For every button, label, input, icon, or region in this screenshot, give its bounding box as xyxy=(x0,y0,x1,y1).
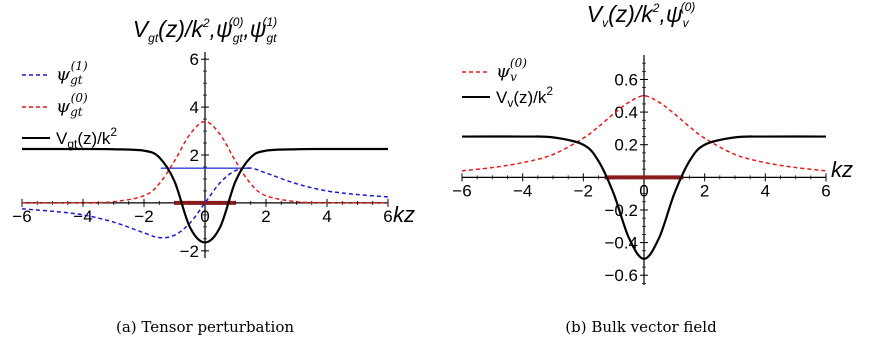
chart-b-x-tick-label: −4 xyxy=(513,181,532,200)
chart-b-x-tick-label: 0 xyxy=(639,181,648,200)
chart-a-caption: (a) Tensor perturbation xyxy=(116,318,294,336)
chart-a-x-axis-label: kz xyxy=(393,202,415,227)
chart-b-y-tick-label: −0.2 xyxy=(604,201,638,220)
chart-a-series xyxy=(21,120,389,244)
chart-b-x-tick-label: 2 xyxy=(700,181,709,200)
chart-b-legend: ψv(0) Vv(z)/k2 xyxy=(462,56,553,110)
chart-a-x-tick-label: −4 xyxy=(73,207,92,226)
chart-a-y-tick-label: 6 xyxy=(190,50,199,69)
chart-a-y-tick-label: 2 xyxy=(190,146,199,165)
legend-label-v-v: Vv(z)/k2 xyxy=(496,84,553,110)
legend-item-psi-gt-0: ψgt(0) xyxy=(22,91,88,119)
legend-label-psi-gt-1: ψgt(1) xyxy=(56,59,88,87)
legend-item-v-gt: Vgt(z)/k2 xyxy=(22,125,117,151)
chart-b-y-tick-label: −0.4 xyxy=(604,234,638,253)
chart-b-y-tick-label: 0.2 xyxy=(614,136,638,155)
chart-b-y-tick-label: −0.6 xyxy=(604,266,638,285)
legend-item-v-v: Vv(z)/k2 xyxy=(462,84,553,110)
chart-b-y-tick-label: 0.6 xyxy=(614,70,638,89)
chart-a-x-tick-label: 2 xyxy=(261,207,270,226)
panel-a-tensor-perturbation: Vgt(z)/k2,ψgt(0),ψgt(1) −6 −4 −2 0 2 4 6−2246 … xyxy=(12,15,415,336)
chart-a-y-tick-label: −2 xyxy=(180,242,199,261)
panel-b-bulk-vector-field: Vv(z)/k2,ψv(0) −6 −4 −2 0 2 4 6 −0.6 −0.4 −0.2 0.2… xyxy=(452,0,853,336)
legend-label-v-gt: Vgt(z)/k2 xyxy=(56,125,117,151)
chart-a-x-tick-label: −6 xyxy=(12,207,31,226)
legend-label-psi-gt-0: ψgt(0) xyxy=(56,91,88,119)
chart-a-title: Vgt(z)/k2,ψgt(0),ψgt(1) xyxy=(133,15,277,45)
chart-b-x-tick-label: 4 xyxy=(761,181,770,200)
chart-a-x-tick-label: 6 xyxy=(383,207,392,226)
legend-label-psi-v-0: ψv(0) xyxy=(496,56,527,84)
legend-item-psi-gt-1: ψgt(1) xyxy=(22,59,88,87)
chart-a-series-v-gt-z-k-2 xyxy=(21,147,389,244)
chart-b-series-v-v-z-k-2 xyxy=(461,135,827,261)
chart-b-series xyxy=(461,95,827,261)
chart-b-x-tick-label: −2 xyxy=(574,181,593,200)
chart-a-x-tick-label: 0 xyxy=(200,207,209,226)
chart-b-ticks xyxy=(461,62,827,284)
chart-b-title: Vv(z)/k2,ψv(0) xyxy=(587,0,696,30)
chart-b-y-tick-label: 0.4 xyxy=(614,103,638,122)
chart-a-series-gt-0 xyxy=(21,120,389,204)
chart-a-legend: ψgt(1) ψgt(0) Vgt(z)/k2 xyxy=(22,59,117,151)
chart-b-x-tick-label: −6 xyxy=(452,181,471,200)
chart-b-x-axis-label: kz xyxy=(831,157,853,182)
legend-item-psi-v-0: ψv(0) xyxy=(462,56,527,84)
chart-a-x-tick-label: −2 xyxy=(134,207,153,226)
chart-a-x-tick-label: 4 xyxy=(322,207,331,226)
chart-a-y-tick-label: 4 xyxy=(190,98,199,117)
chart-b-caption: (b) Bulk vector field xyxy=(565,318,717,336)
chart-b-x-tick-label: 6 xyxy=(821,181,830,200)
